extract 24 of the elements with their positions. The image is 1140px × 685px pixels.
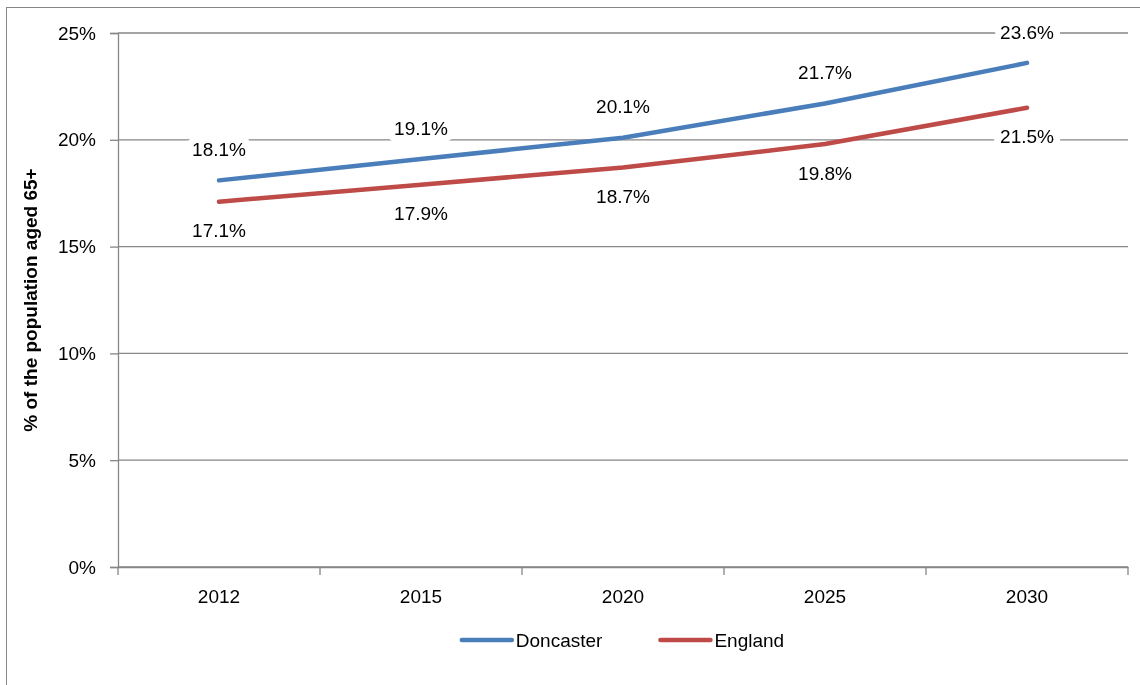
data-label: 18.7% (596, 186, 651, 208)
x-tick-label: 2025 (803, 586, 847, 608)
y-tick-label: 5% (68, 449, 97, 471)
x-tick-label: 2030 (1005, 586, 1049, 608)
y-tick-label: 20% (57, 129, 97, 151)
y-tick-label: 25% (57, 22, 97, 44)
y-tick-label: 0% (68, 556, 97, 578)
data-label: 17.9% (394, 203, 449, 225)
data-label: 18.1% (192, 139, 247, 161)
legend-label: England (714, 629, 785, 651)
y-tick-label: 10% (57, 342, 97, 364)
data-label: 21.5% (1000, 126, 1055, 148)
data-label: 19.1% (394, 117, 449, 139)
data-label: 19.8% (798, 162, 853, 184)
legend-label: Doncaster (515, 629, 604, 651)
x-tick-label: 2012 (197, 586, 241, 608)
x-tick-label: 2020 (601, 586, 645, 608)
data-label: 21.7% (798, 62, 853, 84)
data-label: 17.1% (192, 220, 247, 242)
x-tick-label: 2015 (399, 586, 443, 608)
y-axis-title: % of the population aged 65+ (20, 168, 41, 432)
data-label: 20.1% (596, 96, 651, 118)
y-tick-label: 15% (57, 236, 97, 258)
data-label: 23.6% (1000, 21, 1055, 43)
